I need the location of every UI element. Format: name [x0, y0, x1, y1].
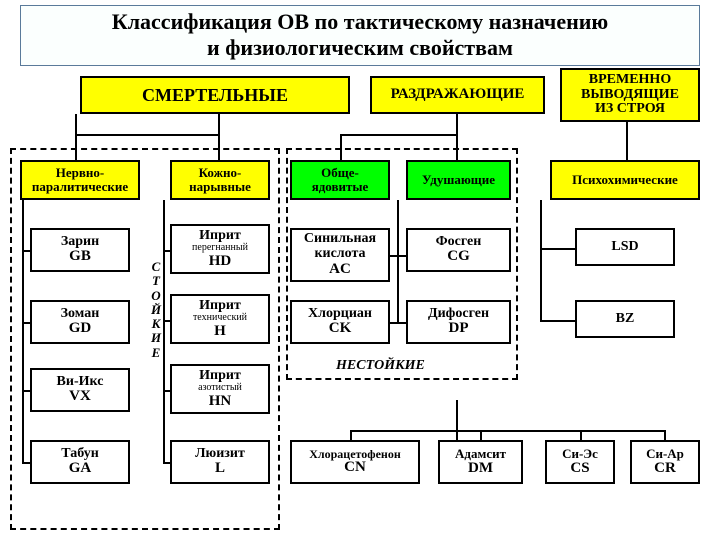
- agent-blood-1: ХлорцианCK: [290, 300, 390, 344]
- agent-nerve-3: ТабунGA: [30, 440, 130, 484]
- subcategory-blood: Обще- ядовитые: [290, 160, 390, 200]
- connector-line: [456, 400, 458, 440]
- category-irritant: РАЗДРАЖАЮЩИЕ: [370, 76, 545, 114]
- subcategory-choke: Удушающие: [406, 160, 511, 200]
- agent-psycho-1: BZ: [575, 300, 675, 338]
- agent-irritant-1: АдамситDM: [438, 440, 523, 484]
- connector-line: [540, 320, 575, 322]
- agent-psycho-0: LSD: [575, 228, 675, 266]
- agent-code: CK: [329, 321, 352, 337]
- connector-line: [540, 248, 575, 250]
- agent-code: GB: [69, 249, 91, 265]
- subcategory-nerve: Нервно- паралитические: [20, 160, 140, 200]
- agent-code: CR: [654, 461, 676, 477]
- subcategory-blister: Кожно- нарывные: [170, 160, 270, 200]
- agent-code: DP: [449, 321, 469, 337]
- agent-name: Люизит: [195, 447, 245, 462]
- connector-line: [350, 430, 666, 432]
- agent-code: GD: [69, 321, 92, 337]
- persistence-label-unstable: НЕСТОЙКИЕ: [336, 358, 425, 374]
- connector-line: [626, 122, 628, 160]
- agent-nerve-2: Ви-ИксVX: [30, 368, 130, 412]
- agent-irritant-0: ХлорацетофенонCN: [290, 440, 420, 484]
- title-line-2: и физиологическим свойствам: [21, 35, 699, 61]
- persistence-label-stable: С Т О Й К И Е: [149, 260, 163, 360]
- agent-code: CN: [344, 460, 366, 476]
- connector-line: [340, 134, 458, 136]
- agent-irritant-2: Си-ЭсCS: [545, 440, 615, 484]
- agent-name: Хлорциан: [308, 307, 372, 322]
- agent-name: Иприт: [199, 229, 241, 244]
- agent-code: GA: [69, 461, 92, 477]
- connector-line: [664, 430, 666, 440]
- connector-line: [350, 430, 352, 440]
- agent-blister-3: ЛюизитL: [170, 440, 270, 484]
- agent-name: Иприт: [199, 369, 241, 384]
- agent-nerve-0: ЗаринGB: [30, 228, 130, 272]
- agent-blister-2: ИпритазотистыйHN: [170, 364, 270, 414]
- agent-name: Иприт: [199, 299, 241, 314]
- page-title: Классификация ОВ по тактическому назначе…: [20, 5, 700, 66]
- agent-name: Синильная кислота: [304, 232, 376, 261]
- agent-name: Ви-Икс: [57, 375, 104, 390]
- agent-blister-0: ИпритперегнанныйHD: [170, 224, 270, 274]
- connector-line: [75, 134, 220, 136]
- agent-name: LSD: [611, 240, 638, 255]
- agent-choke-1: ДифосгенDP: [406, 300, 511, 344]
- agent-code: AC: [329, 262, 351, 278]
- agent-code: DM: [468, 461, 493, 477]
- agent-code: HN: [209, 394, 232, 410]
- subcategory-psycho: Психохимические: [550, 160, 700, 200]
- agent-nerve-1: ЗоманGD: [30, 300, 130, 344]
- title-line-1: Классификация ОВ по тактическому назначе…: [21, 9, 699, 35]
- agent-blister-1: ИприттехническийH: [170, 294, 270, 344]
- agent-code: HD: [209, 254, 232, 270]
- category-lethal: СМЕРТЕЛЬНЫЕ: [80, 76, 350, 114]
- agent-code: L: [215, 461, 225, 477]
- agent-name: Адамсит: [455, 447, 506, 461]
- agent-choke-0: ФосгенCG: [406, 228, 511, 272]
- agent-name: Си-Эс: [562, 447, 598, 461]
- agent-code: H: [214, 324, 226, 340]
- agent-code: CS: [570, 461, 589, 477]
- agent-name: Си-Ар: [646, 447, 684, 461]
- agent-name: Фосген: [436, 235, 482, 250]
- agent-blood-0: Синильная кислотаAC: [290, 228, 390, 282]
- agent-irritant-3: Си-АрCR: [630, 440, 700, 484]
- category-incap: ВРЕМЕННО ВЫВОДЯЩИЕ ИЗ СТРОЯ: [560, 68, 700, 122]
- agent-name: Дифосген: [428, 307, 489, 322]
- connector-line: [480, 430, 482, 440]
- agent-name: Табун: [61, 447, 99, 462]
- agent-name: Зоман: [61, 307, 100, 322]
- agent-code: CG: [447, 249, 470, 265]
- connector-line: [540, 200, 542, 320]
- connector-line: [580, 430, 582, 440]
- agent-code: VX: [69, 389, 91, 405]
- agent-name: Зарин: [61, 235, 99, 250]
- agent-name: BZ: [616, 312, 635, 327]
